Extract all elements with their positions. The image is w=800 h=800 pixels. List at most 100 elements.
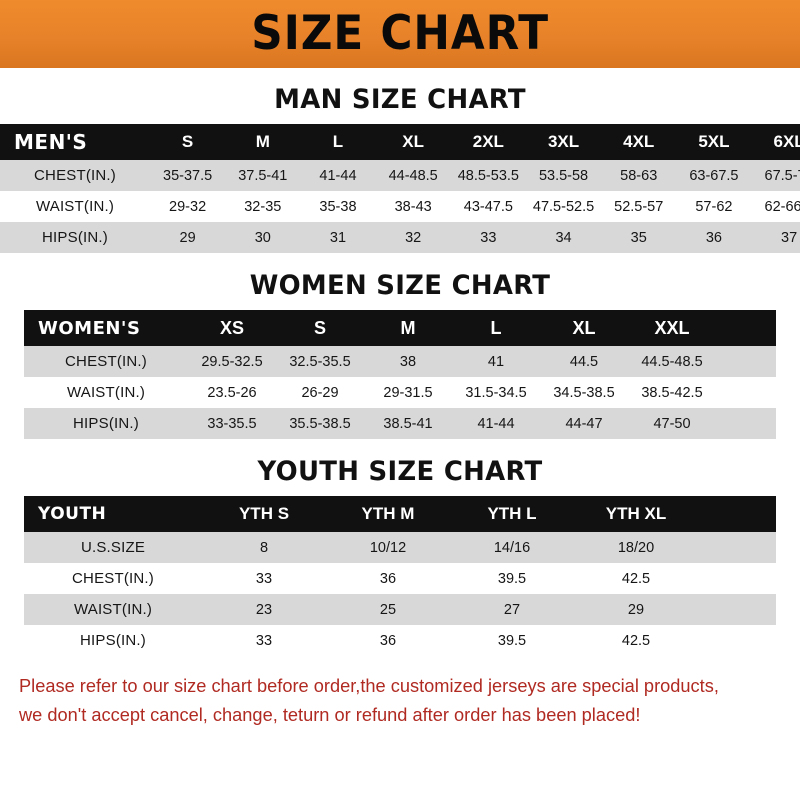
- youth-waist-m: 25: [379, 601, 397, 618]
- youth-hips-label: HIPS(IN.): [80, 632, 146, 649]
- men-chest-m: 37.5-41: [238, 167, 288, 184]
- men-hips-6xl: 37: [781, 229, 798, 246]
- women-chest-label: CHEST(IN.): [65, 353, 147, 370]
- table-row: CHEST(IN.) 33 36 39.5 42.5: [24, 563, 776, 594]
- women-hips-l: 41-44: [477, 415, 515, 432]
- women-waist-xl: 34.5-38.5: [553, 384, 615, 401]
- banner-title: SIZE CHART: [251, 5, 549, 61]
- men-waist-label: WAIST(IN.): [35, 198, 115, 215]
- men-size-m: M: [255, 132, 270, 151]
- table-row: WAIST(IN.) 23.5-26 26-29 29-31.5 31.5-34…: [24, 377, 776, 408]
- women-waist-xxl: 38.5-42.5: [641, 384, 703, 401]
- women-waist-s: 26-29: [301, 384, 339, 401]
- youth-hips-l: 39.5: [497, 632, 527, 649]
- men-size-l: L: [332, 132, 344, 151]
- youth-hips-m: 36: [379, 632, 397, 649]
- youth-chest-spacer: [698, 563, 776, 594]
- youth-chest-m: 36: [379, 570, 397, 587]
- women-waist-m: 29-31.5: [383, 384, 433, 401]
- man-size-chart-table: MEN'S S M L XL 2XL 3XL 4XL 5XL 6XL CHEST…: [0, 124, 800, 253]
- men-hips-l: 31: [329, 229, 347, 246]
- men-size-xl: XL: [402, 132, 425, 151]
- women-chest-spacer: [716, 346, 776, 377]
- women-hips-xl: 44-47: [565, 415, 603, 432]
- men-chest-4xl: 58-63: [620, 167, 658, 184]
- women-hips-xxl: 47-50: [653, 415, 691, 432]
- youth-waist-label: WAIST(IN.): [73, 601, 153, 618]
- men-chest-l: 41-44: [319, 167, 357, 184]
- youth-hips-spacer: [698, 625, 776, 656]
- men-waist-5xl: 57-62: [695, 198, 733, 215]
- women-size-chart-title: WOMEN SIZE CHART: [249, 270, 551, 301]
- men-waist-4xl: 52.5-57: [614, 198, 664, 215]
- men-size-s: S: [181, 132, 194, 151]
- women-hips-spacer: [716, 408, 776, 439]
- youth-size-chart-table: YOUTH YTH S YTH M YTH L YTH XL U.S.SIZE …: [24, 496, 776, 656]
- women-hips-s: 35.5-38.5: [289, 415, 351, 432]
- order-policy-note: Please refer to our size chart before or…: [19, 672, 770, 729]
- youth-waist-spacer: [698, 594, 776, 625]
- women-hips-label: HIPS(IN.): [73, 415, 139, 432]
- women-size-xl: XL: [572, 317, 596, 338]
- table-row: HIPS(IN.) 33-35.5 35.5-38.5 38.5-41 41-4…: [24, 408, 776, 439]
- youth-size-chart-title: YOUTH SIZE CHART: [257, 456, 543, 487]
- men-hips-4xl: 35: [630, 229, 647, 246]
- youth-hips-s: 33: [255, 632, 273, 649]
- youth-ussize-label: U.S.SIZE: [80, 539, 146, 556]
- youth-header-spacer: [698, 496, 776, 532]
- men-waist-m: 32-35: [244, 198, 282, 215]
- men-hips-5xl: 36: [705, 229, 722, 246]
- men-waist-3xl: 47.5-52.5: [532, 198, 595, 215]
- men-chest-s: 35-37.5: [163, 167, 213, 184]
- women-hips-xs: 33-35.5: [207, 415, 257, 432]
- men-size-3xl: 3XL: [547, 132, 580, 151]
- men-hips-3xl: 34: [555, 229, 572, 246]
- youth-waist-l: 27: [503, 601, 521, 618]
- order-policy-line-2: we don't accept cancel, change, teturn o…: [19, 703, 641, 725]
- youth-chest-s: 33: [255, 570, 273, 587]
- youth-waist-xl: 29: [627, 601, 645, 618]
- youth-size-m: YTH M: [361, 504, 415, 523]
- youth-size-s: YTH S: [238, 504, 290, 523]
- men-chest-xl: 44-48.5: [388, 167, 438, 184]
- men-waist-2xl: 43-47.5: [463, 198, 513, 215]
- men-chest-6xl: 67.5-72: [764, 167, 800, 184]
- men-hips-label: HIPS(IN.): [42, 229, 108, 246]
- women-size-s: S: [313, 317, 326, 338]
- table-row: HIPS(IN.) 29 30 31 32 33 34 35 36 37: [0, 222, 800, 253]
- women-waist-xs: 23.5-26: [207, 384, 257, 401]
- women-size-chart-table: WOMEN'S XS S M L XL XXL CHEST(IN.) 29.5-…: [24, 310, 776, 439]
- table-header-row: MEN'S S M L XL 2XL 3XL 4XL 5XL 6XL: [0, 124, 800, 160]
- women-chest-xs: 29.5-32.5: [201, 353, 263, 370]
- women-chest-xl: 44.5: [569, 353, 599, 370]
- men-hips-s: 29: [179, 229, 196, 246]
- women-size-xs: XS: [219, 317, 244, 338]
- youth-size-l: YTH L: [487, 504, 537, 523]
- youth-ussize-m: 10/12: [369, 539, 407, 556]
- table-row: CHEST(IN.) 29.5-32.5 32.5-35.5 38 41 44.…: [24, 346, 776, 377]
- men-size-4xl: 4XL: [623, 132, 655, 151]
- youth-ussize-xl: 18/20: [617, 539, 655, 556]
- men-size-6xl: 6XL: [773, 132, 800, 151]
- youth-waist-s: 23: [255, 601, 273, 618]
- women-waist-label: WAIST(IN.): [66, 384, 146, 401]
- table-row: WAIST(IN.) 23 25 27 29: [24, 594, 776, 625]
- men-chest-5xl: 63-67.5: [689, 167, 739, 184]
- men-waist-l: 35-38: [319, 198, 357, 215]
- youth-ussize-spacer: [698, 532, 776, 563]
- women-size-m: M: [400, 317, 416, 338]
- youth-ussize-s: 8: [259, 539, 269, 556]
- men-waist-s: 29-32: [169, 198, 207, 215]
- men-waist-6xl: 62-66.5: [764, 198, 800, 215]
- men-header-label: MEN'S: [14, 130, 88, 154]
- women-chest-l: 41: [487, 353, 505, 370]
- men-waist-xl: 38-43: [394, 198, 432, 215]
- women-header-spacer: [716, 310, 776, 346]
- men-chest-3xl: 53.5-58: [538, 167, 589, 184]
- men-size-5xl: 5XL: [698, 132, 730, 151]
- table-row: HIPS(IN.) 33 36 39.5 42.5: [24, 625, 776, 656]
- youth-size-xl: YTH XL: [605, 504, 667, 523]
- table-header-row: YOUTH YTH S YTH M YTH L YTH XL: [24, 496, 776, 532]
- youth-chest-l: 39.5: [497, 570, 527, 587]
- women-chest-m: 38: [399, 353, 417, 370]
